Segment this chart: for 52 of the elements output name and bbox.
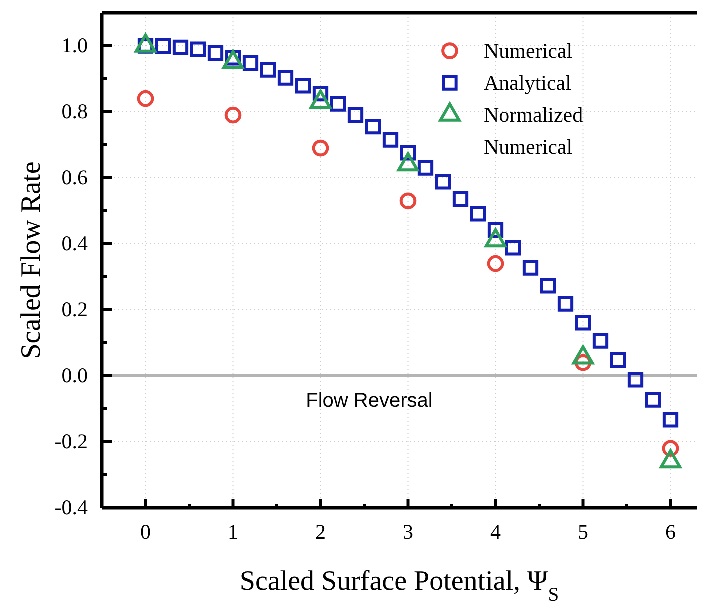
point (312, 140, 330, 157)
point (172, 40, 189, 56)
point (575, 315, 592, 331)
x-tick-label: 2 (316, 520, 326, 544)
point (330, 96, 346, 112)
y-tick-label: 1.0 (62, 34, 88, 58)
ref-line-label: Flow Reversal (306, 390, 433, 412)
point (208, 45, 224, 62)
legend-label: Analytical (484, 71, 572, 95)
point (610, 352, 626, 368)
point (522, 260, 539, 276)
point (487, 255, 504, 272)
point (348, 107, 364, 124)
point (645, 392, 662, 408)
point (452, 191, 469, 207)
x-tick-label: 5 (578, 520, 588, 544)
point (278, 70, 294, 86)
y-tick-label: -0.4 (54, 496, 88, 520)
y-tick-label: 0.8 (62, 100, 88, 124)
point (365, 119, 382, 135)
x-tick-label: 1 (228, 520, 238, 544)
point (137, 90, 154, 108)
y-tick-label: 0.6 (62, 166, 88, 190)
y-tick-label: 0.2 (62, 298, 88, 322)
point (224, 106, 242, 124)
x-tick-label: 3 (403, 520, 414, 544)
point (628, 372, 644, 388)
point (242, 55, 259, 71)
point (295, 78, 312, 94)
point (400, 192, 417, 210)
legend-label: Normalized Numerical (484, 103, 584, 159)
point (505, 240, 522, 256)
point (260, 62, 276, 78)
point (435, 174, 452, 190)
point (470, 206, 486, 222)
point (155, 38, 172, 54)
point (592, 333, 609, 349)
point (558, 296, 574, 312)
x-tick-label: 6 (666, 520, 676, 544)
x-tick-label: 0 (140, 520, 151, 544)
point (418, 160, 434, 176)
point (190, 42, 206, 58)
legend-label: Numerical (484, 39, 573, 63)
point (382, 132, 399, 148)
x-axis-title: Scaled Surface Potential, Ψ$_{S}$ (240, 566, 560, 603)
y-axis-title: Scaled Flow Rate (16, 162, 47, 360)
y-tick-label: 0.4 (62, 232, 88, 256)
y-tick-label: -0.2 (54, 430, 88, 454)
y-tick-label: 0.0 (62, 364, 88, 388)
point (540, 278, 556, 294)
point (662, 412, 679, 428)
x-tick-label: 4 (490, 520, 502, 544)
